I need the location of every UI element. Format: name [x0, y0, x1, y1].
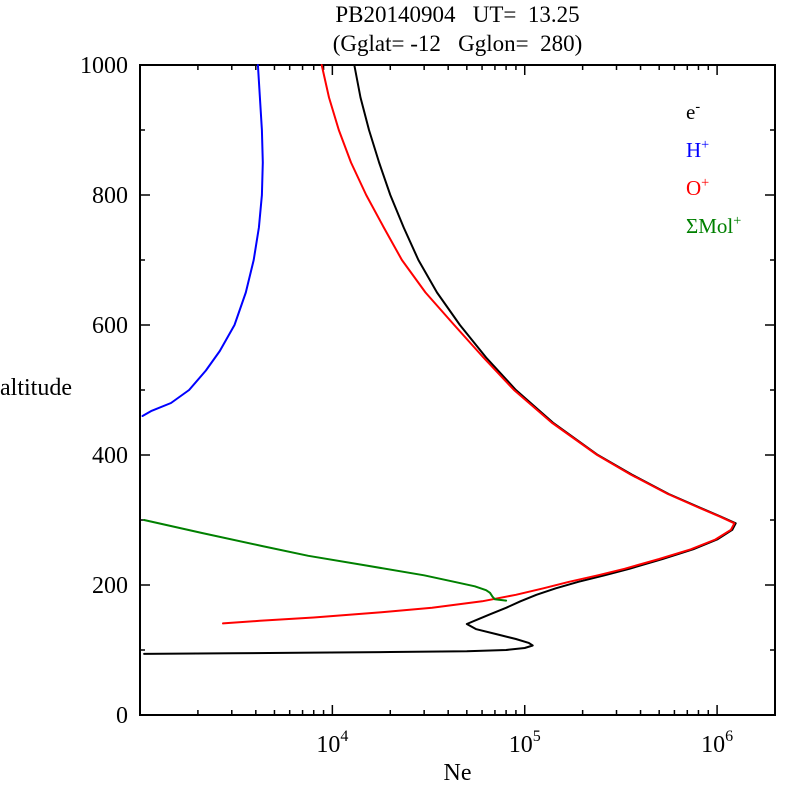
y-tick-label: 800	[92, 183, 128, 209]
x-tick-label: 104	[316, 728, 348, 758]
legend-label: ΣMol	[686, 214, 734, 238]
y-tick-label: 600	[92, 313, 128, 339]
legend-item-h-plus: H+	[686, 133, 709, 162]
chart-subtitle: (Gglat= -12 Gglon= 280)	[332, 31, 583, 56]
plot-frame	[139, 64, 776, 716]
legend-item-mol-plus: ΣMol+	[686, 209, 741, 238]
y-tick-label: 1000	[80, 53, 128, 79]
legend-sup: +	[701, 175, 710, 191]
legend-label: H	[686, 138, 702, 162]
x-tick-label: 106	[701, 728, 733, 758]
x-axis-label: Ne	[443, 760, 472, 786]
y-axis-label: altitude	[0, 375, 72, 401]
series-electron-line	[143, 64, 737, 655]
chart-title: PB20140904 UT= 13.25	[335, 2, 580, 27]
series-h-plus-line	[141, 64, 264, 417]
y-tick-label: 0	[116, 703, 128, 729]
legend-label: e	[686, 100, 696, 124]
y-tick-label: 400	[92, 443, 128, 469]
axis-ticks	[140, 64, 775, 716]
x-tick-label: 105	[509, 728, 541, 758]
legend-label: O	[686, 176, 702, 200]
legend-sup: +	[733, 213, 742, 229]
legend-item-o-plus: O+	[686, 171, 709, 200]
legend-sup: +	[701, 137, 710, 153]
y-tick-label: 200	[92, 573, 128, 599]
series-o-plus-line	[222, 64, 736, 625]
legend-sup: -	[695, 99, 701, 115]
legend-item-electron: e-	[686, 95, 700, 124]
series-mol-plus-line	[143, 519, 508, 602]
